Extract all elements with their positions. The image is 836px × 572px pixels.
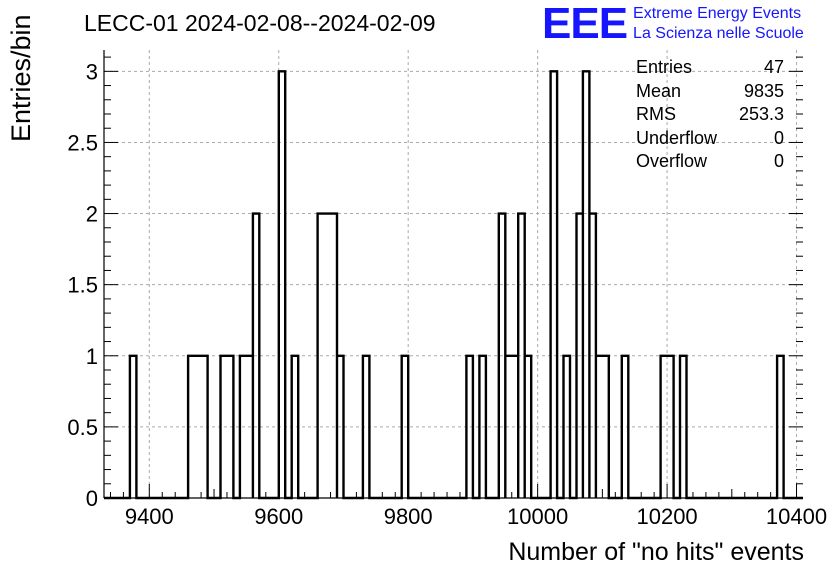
chart-title: LECC-01 2024-02-08--2024-02-09	[84, 10, 436, 36]
stats-row: Mean 9835	[636, 80, 784, 104]
histogram-bin	[518, 214, 524, 498]
stats-row: Underflow 0	[636, 127, 784, 151]
histogram-bin	[240, 356, 253, 498]
x-tick-label: 10400	[766, 504, 827, 529]
x-tick-label: 10000	[507, 504, 568, 529]
histogram-bin	[292, 356, 298, 498]
histogram-bin	[680, 356, 686, 498]
y-axis-label: Entries/bin	[6, 14, 36, 142]
stats-row: Overflow 0	[636, 150, 784, 174]
stats-box: Entries 47 Mean 9835 RMS 253.3 Underflow…	[636, 56, 784, 174]
histogram-bin	[551, 71, 557, 498]
histogram-bin	[576, 214, 582, 498]
histogram-bin	[589, 214, 595, 498]
stats-label: Underflow	[636, 127, 718, 148]
axes	[103, 50, 803, 499]
stats-value: 0	[773, 127, 784, 148]
x-axis-label: Number of "no hits" events	[508, 538, 804, 566]
x-tick-label: 9400	[125, 504, 174, 529]
histogram-bin	[402, 356, 408, 498]
histogram-bin	[596, 356, 609, 498]
grid-lines	[104, 50, 803, 499]
y-tick-label: 1	[86, 344, 98, 369]
histogram-bin	[318, 214, 337, 498]
y-tick-label: 0	[86, 486, 98, 511]
tick-labels: 9400 9600 9800 10000 10200 10400 0 0.5 1 1.5 2 2.5 3	[67, 59, 827, 529]
histogram-bin	[661, 356, 674, 498]
logo-mark: EEE	[542, 0, 628, 48]
y-tick-label: 3	[86, 59, 98, 84]
x-tick-label: 10200	[636, 504, 697, 529]
stats-row: Entries 47	[636, 56, 784, 80]
axis-ticks	[104, 56, 803, 499]
logo-line-1: Extreme Energy Events	[633, 5, 802, 22]
histogram-bin	[188, 356, 207, 498]
histogram-bin	[253, 214, 259, 498]
histogram-bin	[525, 356, 531, 498]
histogram-bin	[564, 356, 570, 498]
y-tick-label: 2	[86, 202, 98, 227]
stats-value: 47	[763, 57, 784, 77]
stats-value: 0	[773, 151, 784, 171]
x-tick-label: 9800	[384, 504, 433, 529]
y-tick-label: 1.5	[67, 273, 98, 298]
histogram-bin	[622, 356, 628, 498]
stats-label: RMS	[636, 104, 676, 124]
histogram-bin	[337, 356, 343, 498]
histogram-bin	[777, 356, 783, 498]
stats-row: RMS 253.3	[636, 103, 784, 127]
histogram-bin	[130, 356, 136, 498]
stats-value: 9835	[743, 80, 784, 101]
histogram-bin	[221, 356, 234, 498]
eee-logo: EEE Extreme Energy Events La Scienza nel…	[542, 2, 804, 46]
y-tick-label: 2.5	[67, 130, 98, 155]
logo-line-2: La Scienza nelle Scuole	[633, 25, 804, 42]
y-tick-label: 0.5	[67, 415, 98, 440]
histogram-bin	[466, 356, 472, 498]
histogram-bin	[479, 356, 485, 498]
stats-label: Entries	[636, 57, 693, 77]
logo-text: Extreme Energy Events La Scienza nelle S…	[633, 2, 804, 44]
x-tick-label: 9600	[254, 504, 303, 529]
histogram-bin	[505, 356, 518, 498]
histogram-bin	[499, 214, 505, 498]
histogram-bin	[363, 356, 369, 498]
histogram-bin	[583, 71, 589, 498]
stats-label: Overflow	[636, 151, 708, 171]
stats-value: 253.3	[738, 104, 784, 124]
histogram-bin	[279, 71, 285, 498]
stats-label: Mean	[636, 80, 682, 101]
